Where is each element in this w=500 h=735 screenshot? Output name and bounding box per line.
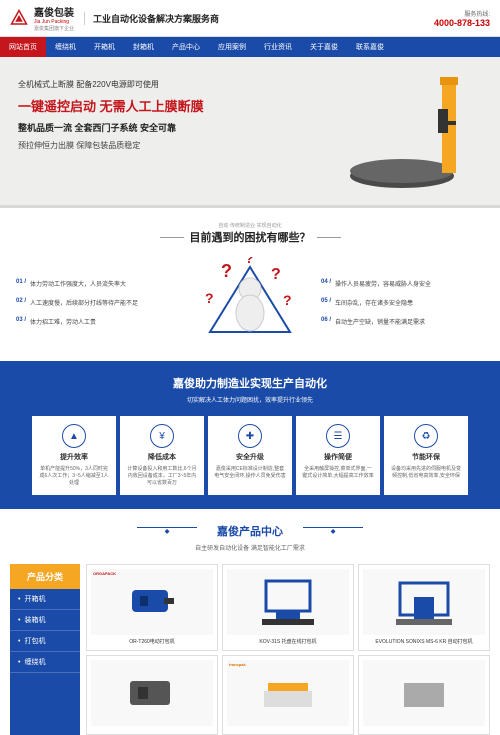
advantages-section: 嘉俊助力制造业实现生产自动化 切实解决人工体力问题困扰，效率提升行业领先 ▲提升… [0,361,500,509]
products-sub: 自主研发自动化设备 满足智能化工厂需求 [0,543,500,552]
hero-image [342,71,482,191]
product-image: ORGAPACK [91,569,213,635]
advantage-card: ♻节能环保设备均采用先进的伺服电机及变频控制,低省电高效率,安全环保 [384,416,468,495]
advantage-icon: ✚ [238,424,262,448]
challenge-item: 01 /体力劳动工作强度大，人员流失率大 [16,279,179,288]
svg-text:?: ? [205,290,214,306]
nav-item[interactable]: 网站首页 [0,37,46,57]
logo-area: 嘉俊包装 Jia Jun Packing 嘉俊集团旗下企业 工业自动化设备解决方… [10,4,219,32]
nav-item[interactable]: 开箱机 [85,37,124,57]
challenges-subtitle: 自动·传统制造业·实现自动化 [16,222,484,229]
product-category[interactable]: 装箱机 [10,610,80,631]
product-card[interactable] [86,655,218,735]
advantage-icon: ☰ [326,424,350,448]
advantages-grid: ▲提升效率单机产能提升50%，3人同时完成6人次工作；3~5人缩减至1人处理¥降… [16,416,484,495]
nav-item[interactable]: 应用案例 [209,37,255,57]
advantages-sub: 切实解决人工体力问题困扰，效率提升行业领先 [16,395,484,404]
challenges-left: 01 /体力劳动工作强度大，人员流失率大 02 /人工速度慢，后续部分打线等待产能… [16,279,179,326]
product-image [363,569,485,635]
nav-item[interactable]: 联系嘉俊 [347,37,393,57]
nav-bar: 网站首页缠绕机开箱机封箱机产品中心应用案例行业资讯关于嘉俊联系嘉俊 [0,37,500,57]
phone-area: 服务热线: 4000-878-133 [434,9,490,28]
product-category[interactable]: 缠绕机 [10,652,80,673]
product-name: EVOLUTION SONIXS MS-6 KR 自动打包机 [363,635,485,646]
product-image [227,569,349,635]
product-card[interactable]: ORGAPACKOR-T260电动打包机 [86,564,218,651]
product-category[interactable]: 开箱机 [10,589,80,610]
phone-number: 4000-878-133 [434,18,490,28]
logo-sub: 嘉俊集团旗下企业 [34,25,74,32]
nav-item[interactable]: 缠绕机 [46,37,85,57]
advantage-icon: ♻ [414,424,438,448]
challenge-item: 05 /车间杂乱，存在诸多安全隐患 [321,298,484,307]
challenge-item: 02 /人工速度慢，后续部分打线等待产能不足 [16,298,179,307]
product-name [363,726,485,730]
nav-item[interactable]: 封箱机 [124,37,163,57]
advantage-card: ▲提升效率单机产能提升50%，3人同时完成6人次工作；3~5人缩减至1人处理 [32,416,116,495]
product-category[interactable]: 打包机 [10,631,80,652]
product-image: transpak [227,660,349,726]
advantage-icon: ¥ [150,424,174,448]
header: 嘉俊包装 Jia Jun Packing 嘉俊集团旗下企业 工业自动化设备解决方… [0,0,500,37]
challenges-right: 04 /操作人员易疲劳，容易威胁人身安全 05 /车间杂乱，存在诸多安全隐患 06 … [321,279,484,326]
header-slogan: 工业自动化设备解决方案服务商 [93,14,219,24]
hero-line2: 一键遥控启动 无需人工上膜断膜 [18,96,342,115]
product-name: OR-T260电动打包机 [91,635,213,646]
advantage-icon: ▲ [62,424,86,448]
products-section: 嘉俊产品中心 自主研发自动化设备 满足智能化工厂需求 产品分类 开箱机装箱机打包… [0,509,500,735]
product-grid: ORGAPACKOR-T260电动打包机 KOV-31S 托盘在线打包机 EVOLU… [86,564,490,735]
product-name [227,726,349,730]
challenge-item: 03 /体力招工难，劳动人工贵 [16,317,179,326]
product-name [91,726,213,730]
advantage-card: ¥降低成本计算设备投入和用工数比,6个月内收回设备成本，工厂3~5年内可以省数百… [120,416,204,495]
product-card[interactable]: KOV-31S 托盘在线打包机 [222,564,354,651]
product-sidebar-title: 产品分类 [10,564,80,589]
challenge-item: 04 /操作人员易疲劳，容易威胁人身安全 [321,279,484,288]
products-title: 嘉俊产品中心 [197,523,303,539]
product-image [363,660,485,726]
hero-line1: 全机械式上断膜 配备220V电源即可使用 [18,79,342,90]
product-card[interactable] [358,655,490,735]
product-sidebar: 产品分类 开箱机装箱机打包机缠绕机 [10,564,80,735]
hero-line4: 预拉伸恒力出膜 保障包装品质稳定 [18,140,342,151]
product-name: KOV-31S 托盘在线打包机 [227,635,349,646]
logo-cn: 嘉俊包装 [34,4,74,19]
challenges-graphic: ? ? ? ? ? [195,257,305,347]
logo-icon [10,9,28,27]
nav-item[interactable]: 关于嘉俊 [301,37,347,57]
hero-banner: 全机械式上断膜 配备220V电源即可使用 一键遥控启动 无需人工上膜断膜 整机品… [0,57,500,208]
svg-text:?: ? [221,261,232,281]
challenge-item: 06 /自动生产空缺，销量不能满足需求 [321,317,484,326]
product-image [91,660,213,726]
svg-text:?: ? [283,292,292,308]
product-card[interactable]: EVOLUTION SONIXS MS-6 KR 自动打包机 [358,564,490,651]
nav-item[interactable]: 产品中心 [163,37,209,57]
phone-label: 服务热线: [434,9,490,18]
product-card[interactable]: transpak [222,655,354,735]
challenges-title: 目前遇到的困扰有哪些？ [160,229,341,245]
nav-item[interactable]: 行业资讯 [255,37,301,57]
advantage-card: ✚安全升级嘉俊采用CE标准设计制造,整套电气安全闭环,操作人员免受伤害 [208,416,292,495]
challenges-section: 自动·传统制造业·实现自动化 目前遇到的困扰有哪些？ 01 /体力劳动工作强度大… [0,208,500,361]
advantage-card: ☰操作简便全采用触屏操控,菜单式界面,一键式设计简单,大幅提高工作效率 [296,416,380,495]
advantages-title: 嘉俊助力制造业实现生产自动化 [16,375,484,391]
hero-line3: 整机品质一流 全套西门子系统 安全可靠 [18,121,342,134]
svg-text:?: ? [271,266,281,283]
svg-text:?: ? [245,257,254,266]
